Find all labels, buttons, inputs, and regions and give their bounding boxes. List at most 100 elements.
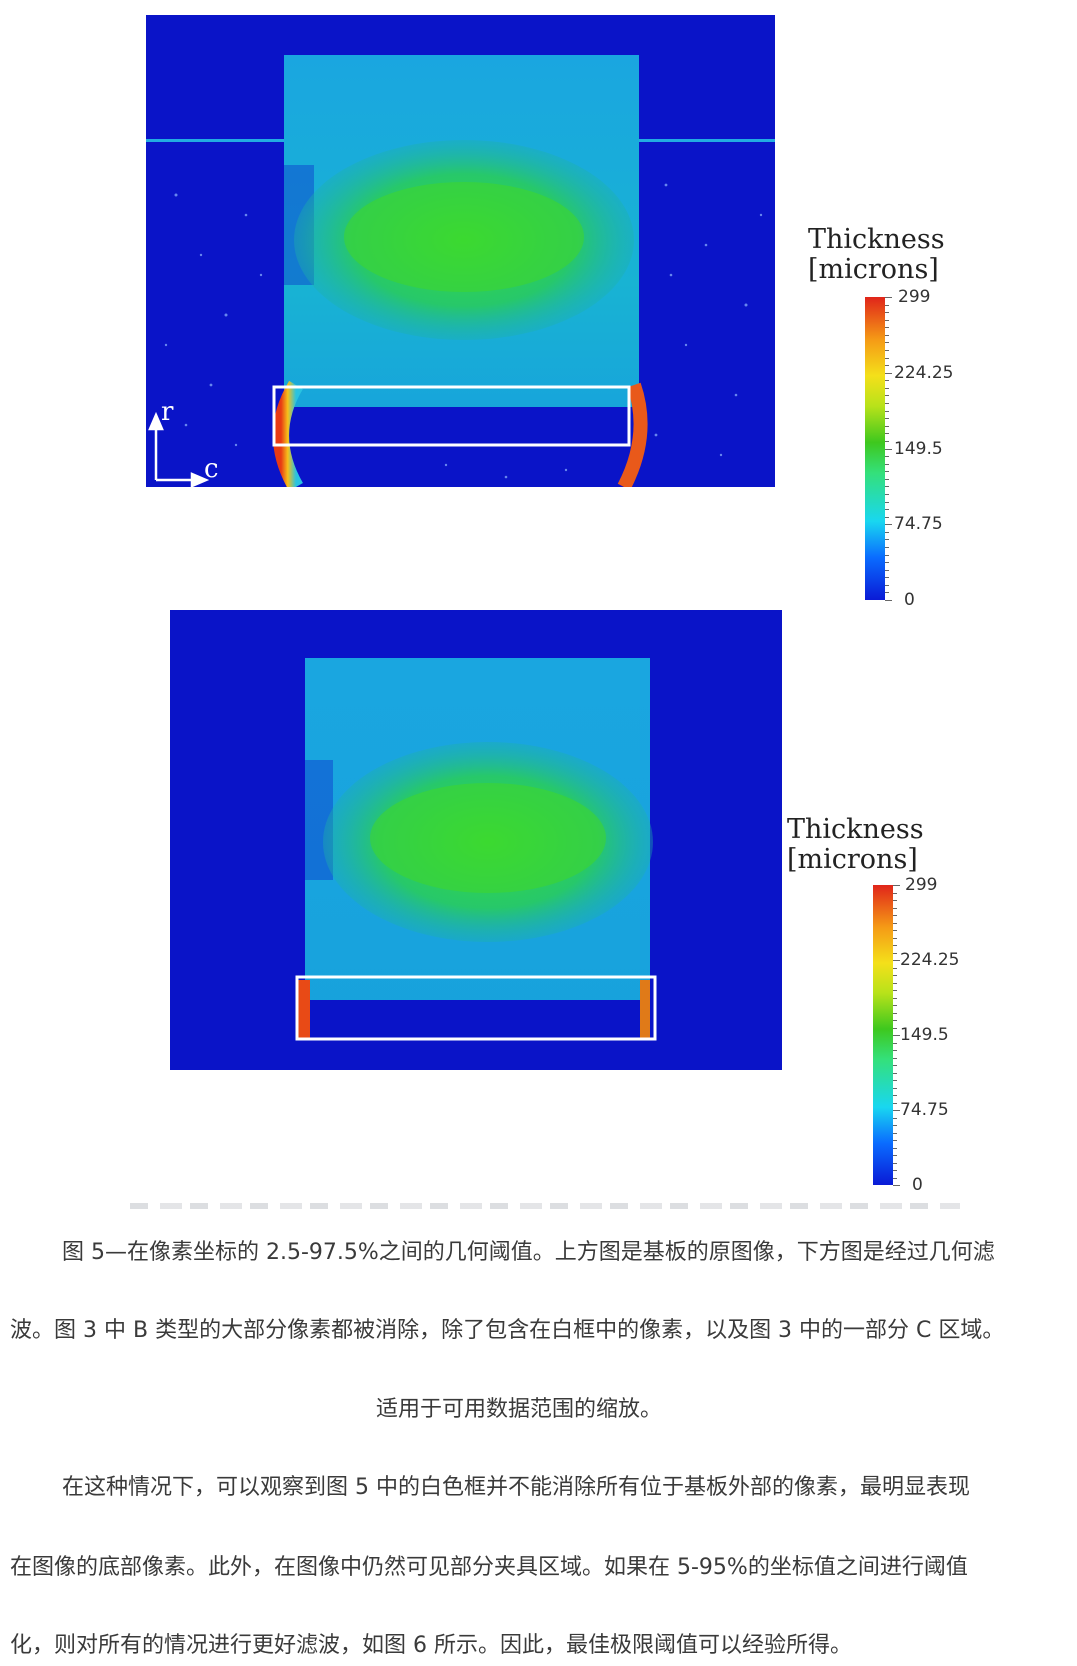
colorbar-minor-tick: [893, 1080, 897, 1081]
colorbar-minor-tick: [893, 982, 897, 984]
colorbar-minor-tick: [885, 471, 889, 473]
colorbar-minor-tick: [885, 357, 889, 359]
colorbar-minor-tick: [893, 922, 897, 924]
colorbar-minor-tick: [893, 1020, 897, 1021]
hot-edge-left: [298, 980, 310, 1038]
colorbar-minor-tick: [885, 440, 889, 442]
filter-box: [295, 975, 657, 1041]
colorbar-minor-tick: [893, 1102, 897, 1104]
colorbar-minor-tick: [885, 425, 889, 427]
colorbar-minor-tick: [893, 907, 897, 909]
colorbar-minor-tick: [885, 448, 892, 450]
colorbar-minor-tick: [893, 1050, 897, 1051]
colorbar-minor-tick: [885, 531, 889, 533]
colorbar-minor-tick: [893, 1057, 897, 1059]
colorbar-minor-tick: [885, 312, 889, 314]
filter-box: [272, 385, 631, 447]
colorbar-minor-tick: [885, 372, 892, 374]
clamp-left-arc: [273, 380, 304, 487]
colorbar-bottom: Thickness [microns] 299 224.25 149.5 74.…: [787, 815, 959, 1196]
colorbar-minor-tick: [893, 1147, 897, 1149]
colorbar-minor-tick: [893, 1027, 897, 1029]
colorbar-minor-tick: [885, 478, 889, 480]
tick-label: 224.25: [894, 363, 954, 383]
axis-label-c: c: [204, 454, 219, 484]
colorbar-minor-tick: [893, 930, 897, 931]
colorbar-minor-tick: [885, 486, 889, 488]
colorbar-minor-tick: [885, 304, 889, 306]
colorbar-minor-tick: [893, 1177, 897, 1179]
thickness-map-original: r c: [146, 15, 775, 487]
colorbar-minor-tick: [885, 463, 889, 465]
colorbar-minor-tick: [885, 380, 889, 382]
tick-label: 149.5: [900, 1025, 949, 1045]
colorbar-minor-tick: [893, 937, 897, 939]
colorbar-title-line2: [microns]: [808, 254, 939, 285]
colorbar-minor-tick: [893, 1012, 897, 1014]
colorbar-minor-tick: [893, 892, 897, 894]
colorbar-minor-tick: [885, 584, 889, 586]
colorbar-minor-tick: [885, 403, 889, 405]
colorbar-minor-tick: [893, 1087, 897, 1089]
colorbar-minor-tick: [885, 456, 889, 458]
tick-label: 299: [898, 287, 931, 307]
colorbar-minor-tick: [885, 569, 889, 571]
colorbar-minor-tick: [893, 1185, 900, 1186]
body-paragraph-line-2: 在图像的底部像素。此外，在图像中仍然可见部分夹具区域。如果在 5-95%的坐标值…: [10, 1555, 968, 1580]
colorbar-minor-tick: [893, 1110, 900, 1111]
clamp-right-arc: [617, 382, 648, 487]
colorbar-minor-tick: [885, 365, 889, 367]
tick-label: 0: [904, 590, 915, 610]
colorbar-minor-tick: [885, 509, 889, 511]
colorbar-minor-tick: [893, 1125, 897, 1126]
colorbar-minor-tick: [893, 1035, 900, 1036]
figure-caption-line-1: 图 5—在像素坐标的 2.5-97.5%之间的几何阈值。上方图是基板的原图像，下…: [62, 1240, 995, 1265]
colorbar-minor-tick: [893, 1132, 897, 1134]
colorbar-minor-tick: [893, 885, 900, 886]
thickness-map-filtered: [170, 610, 782, 1070]
figure-caption-line-3: 适用于可用数据范围的缩放。: [376, 1397, 663, 1422]
colorbar-minor-tick: [893, 960, 900, 961]
colorbar-minor-tick: [885, 395, 889, 397]
colorbar-title-line1: Thickness: [808, 224, 945, 255]
colorbar-minor-tick: [893, 915, 897, 916]
colorbar-minor-tick: [893, 1140, 897, 1141]
hot-edge-right: [640, 980, 650, 1038]
cropped-text-line: [130, 1203, 960, 1209]
colorbar-minor-tick: [893, 1005, 897, 1006]
colorbar-gradient: [873, 885, 893, 1185]
colorbar-minor-tick: [893, 1117, 897, 1119]
colorbar-minor-tick: [885, 539, 889, 541]
colorbar-minor-tick: [885, 501, 889, 503]
colorbar-minor-tick: [885, 342, 889, 344]
colorbar-minor-tick: [893, 1170, 897, 1171]
colorbar-minor-tick: [885, 516, 889, 518]
colorbar-top: Thickness [microns] 299 224.25 149.5 74.…: [808, 225, 953, 611]
body-paragraph-line-1: 在这种情况下，可以观察到图 5 中的白色框并不能消除所有位于基板外部的像素，最明…: [62, 1475, 970, 1500]
colorbar-minor-tick: [885, 327, 889, 329]
colorbar-minor-tick: [885, 562, 889, 564]
colorbar-minor-tick: [885, 319, 889, 321]
colorbar-minor-tick: [893, 945, 897, 946]
figure-caption-line-2: 波。图 3 中 B 类型的大部分像素都被消除，除了包含在白框中的像素，以及图 3…: [10, 1318, 1005, 1343]
colorbar-minor-tick: [885, 524, 892, 526]
colorbar-minor-tick: [893, 990, 897, 991]
tick-label: 299: [905, 875, 938, 895]
tick-label: 224.25: [900, 950, 960, 970]
colorbar-minor-tick: [893, 1155, 897, 1156]
colorbar-minor-tick: [893, 1162, 897, 1164]
colorbar-minor-tick: [893, 952, 897, 954]
colorbar-minor-tick: [885, 334, 889, 336]
colorbar-minor-tick: [885, 546, 889, 548]
colorbar-minor-tick: [893, 967, 897, 969]
colorbar-minor-tick: [885, 577, 889, 579]
colorbar-minor-tick: [893, 975, 897, 976]
clamp-region: [286, 407, 636, 442]
colorbar-minor-tick: [893, 997, 897, 999]
clamp-region: [298, 1000, 650, 1038]
colorbar-minor-tick: [885, 600, 892, 601]
colorbar-gradient: [865, 297, 885, 600]
axis-arrows: [148, 411, 210, 487]
colorbar-minor-tick: [893, 1072, 897, 1074]
speckle-noise: [164, 183, 763, 479]
